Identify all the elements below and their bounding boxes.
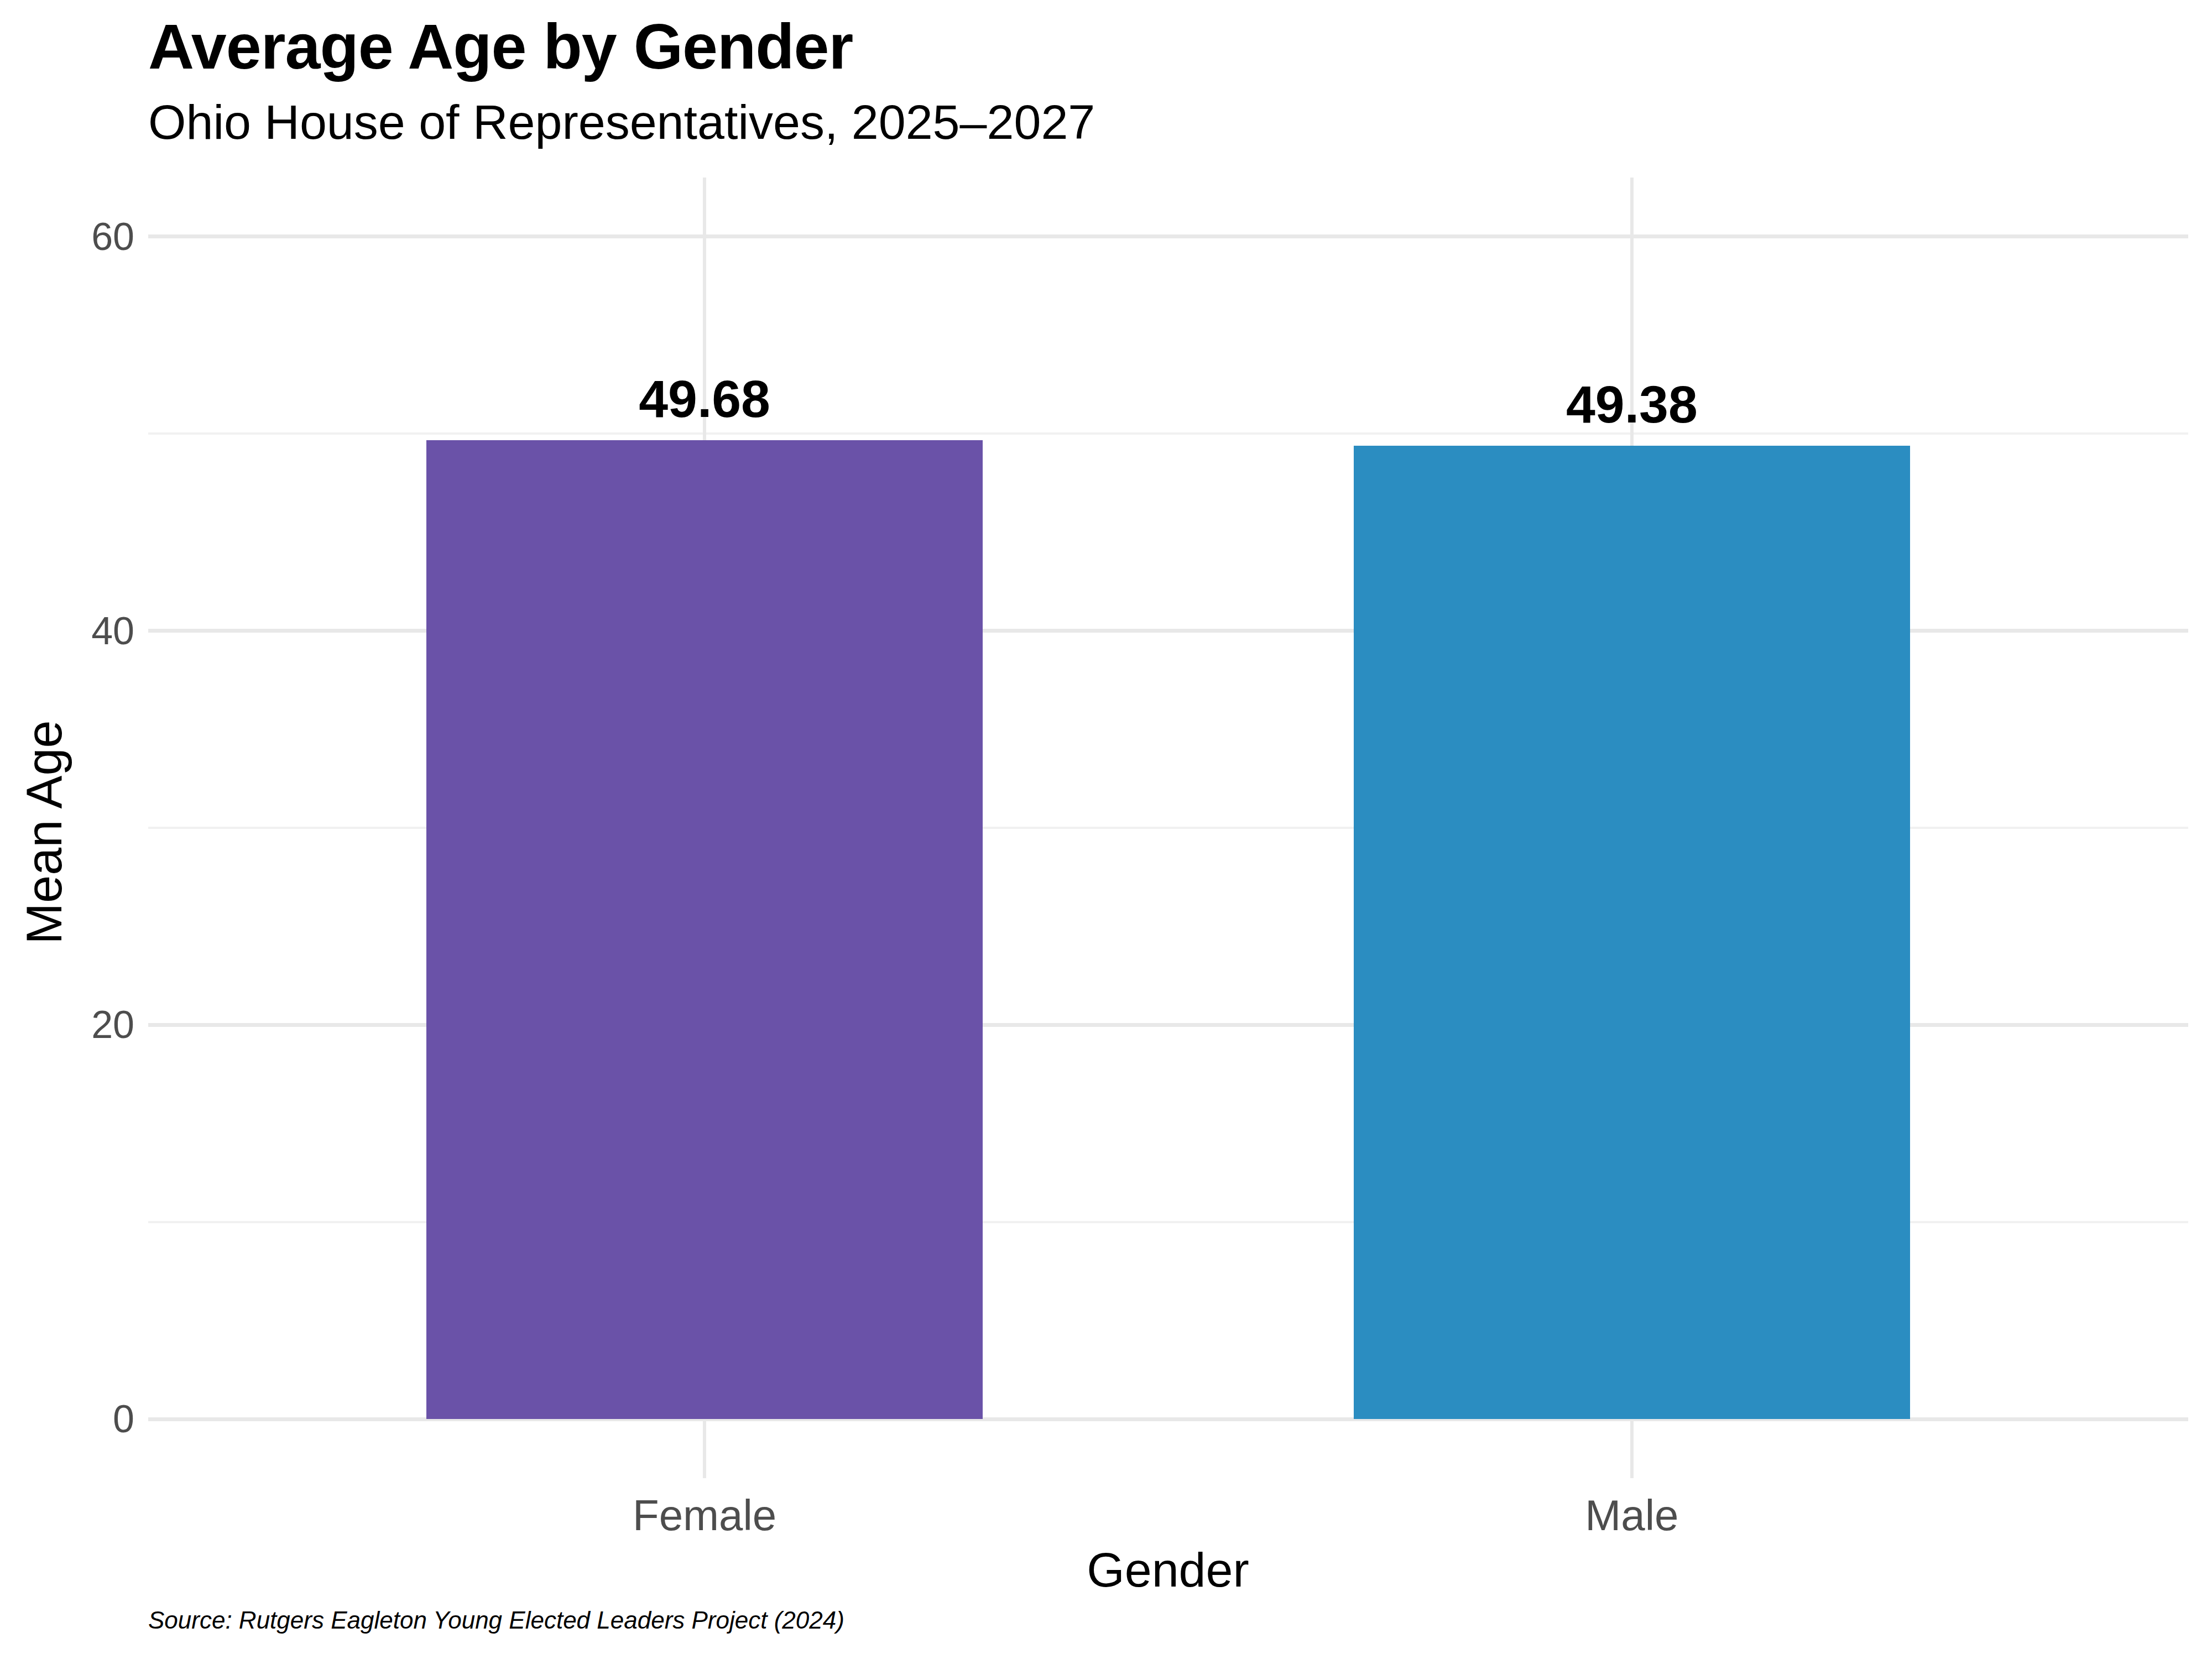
chart-subtitle: Ohio House of Representatives, 2025–2027: [148, 94, 1095, 150]
y-tick-label: 60: [0, 217, 134, 256]
x-tick-label-female: Female: [633, 1494, 776, 1537]
chart-title: Average Age by Gender: [148, 10, 853, 83]
y-tick-label: 40: [0, 612, 134, 650]
value-label-female: 49.68: [639, 373, 770, 425]
y-axis-title: Mean Age: [16, 720, 73, 944]
y-tick-label: 20: [0, 1005, 134, 1044]
gridline-minor-y-50: [148, 432, 2188, 435]
y-tick-label: 0: [0, 1400, 134, 1438]
bar-chart-figure: Average Age by Gender Ohio House of Repr…: [0, 0, 2212, 1659]
x-tick-label-male: Male: [1585, 1494, 1678, 1537]
x-axis-title: Gender: [1087, 1542, 1249, 1598]
source-caption: Source: Rutgers Eagleton Young Elected L…: [148, 1606, 844, 1634]
bar-male: [1354, 446, 1910, 1419]
value-label-male: 49.38: [1566, 378, 1698, 431]
gridline-major-y-60: [148, 234, 2188, 238]
plot-panel: [148, 178, 2188, 1478]
bar-female: [426, 440, 983, 1419]
